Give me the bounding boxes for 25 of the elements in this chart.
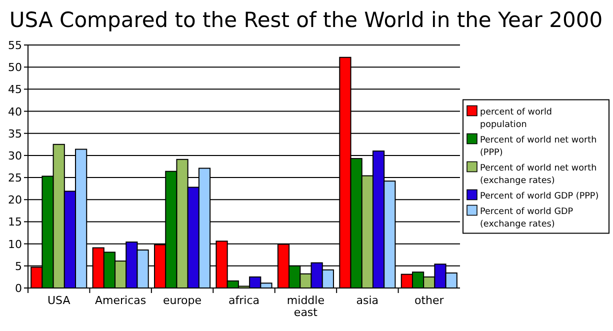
chart-title: USA Compared to the Rest of the World in the Year 2000: [9, 8, 603, 32]
y-tick-label: 30: [8, 149, 22, 162]
y-tick-label: 5: [15, 260, 22, 273]
x-tick-label: Americas: [95, 294, 146, 307]
legend-label: Percent of world GDP (exchange rates): [480, 206, 574, 230]
x-tick-label: africa: [228, 294, 260, 307]
y-tick-label: 45: [8, 83, 22, 96]
legend-label: Percent of world net worth (PPP): [480, 135, 597, 158]
y-tick-label: 50: [8, 61, 22, 74]
legend-label: Percent of world GDP (PPP): [480, 191, 599, 202]
y-tick-label: 25: [8, 172, 22, 185]
y-tick-label: 15: [8, 216, 22, 229]
legend-label: Percent of world net worth (exchange rates): [480, 163, 597, 186]
y-tick-label: 35: [8, 127, 22, 140]
x-tick-label: asia: [356, 294, 379, 307]
x-tick-label: USA: [47, 294, 71, 307]
y-tick-label: 0: [15, 282, 22, 295]
y-tick-label: 20: [8, 194, 22, 207]
x-tick-label: other: [414, 294, 444, 307]
y-tick-label: 10: [8, 238, 22, 251]
y-tick-label: 55: [8, 39, 22, 52]
x-tick-label: europe: [163, 294, 202, 307]
legend-label: percent of world population: [480, 107, 552, 130]
x-tick-label: middle east: [286, 294, 325, 319]
y-tick-label: 40: [8, 105, 22, 118]
